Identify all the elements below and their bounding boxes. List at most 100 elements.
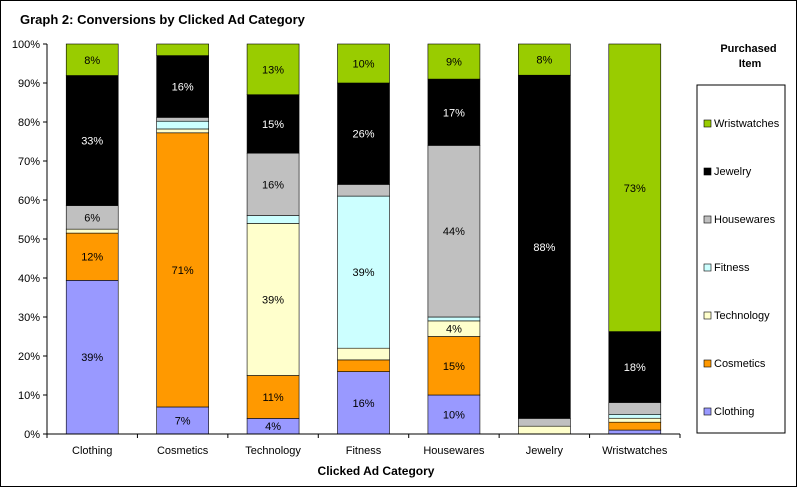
- bar-segment-jewelry: [246, 94, 300, 154]
- data-label: 16%: [262, 179, 284, 191]
- data-label: 9%: [446, 57, 462, 69]
- data-label: 6%: [84, 212, 100, 224]
- bar-segment-housewares: [246, 152, 300, 216]
- data-label: 39%: [81, 352, 103, 364]
- bar-segment-wristwatches: [246, 43, 300, 96]
- legend-label: Fitness: [714, 262, 750, 274]
- data-label: 39%: [352, 267, 374, 279]
- x-axis-label: Clicked Ad Category: [318, 464, 435, 478]
- bar-segment-housewares: [427, 145, 481, 318]
- legend-swatch-cosmetics: [703, 359, 712, 368]
- bar-segment-housewares: [156, 117, 209, 122]
- legend-swatch-clothing: [703, 407, 712, 416]
- data-label: 11%: [262, 392, 283, 404]
- data-label: 13%: [262, 64, 284, 76]
- y-tick-label: 90%: [18, 78, 40, 90]
- bar-segment-technology: [156, 128, 209, 134]
- bar-segment-wristwatches: [156, 43, 209, 56]
- data-label: 18%: [624, 362, 646, 374]
- bar-stack-fitness: 16% 39% 26% 10%: [337, 43, 390, 435]
- data-label: 33%: [81, 136, 103, 148]
- x-tick-label: Clothing: [72, 445, 112, 457]
- bar-segment-wristwatches: [337, 43, 390, 84]
- data-label: 71%: [172, 265, 194, 277]
- legend-title: Purchased Item: [720, 43, 779, 70]
- bar-segment-clothing: [608, 429, 662, 435]
- legend-label: Technology: [714, 310, 770, 322]
- data-label: 26%: [352, 129, 374, 141]
- y-tick-label: 0%: [24, 429, 40, 441]
- data-label: 15%: [262, 119, 284, 131]
- y-tick-label: 70%: [18, 156, 40, 168]
- legend-swatch-wristwatches: [703, 119, 712, 128]
- bar-segment-wristwatches: [65, 43, 119, 76]
- bar-segment-housewares: [608, 402, 662, 415]
- legend-swatch-jewelry: [703, 167, 712, 176]
- data-label: 10%: [352, 59, 374, 71]
- x-tick-label: Fitness: [346, 445, 382, 457]
- bar-segment-jewelry: [518, 74, 571, 419]
- legend-label: Clothing: [714, 406, 754, 418]
- bar-stack-housewares: 10% 15% 4% 44% 17% 9%: [427, 43, 481, 435]
- x-axis: Clothing Cosmetics Technology Fitness Housew…: [46, 433, 681, 457]
- legend-label: Jewelry: [714, 166, 752, 178]
- chart-title: Graph 2: Conversions by Clicked Ad Categ…: [20, 12, 306, 27]
- data-label: 73%: [624, 183, 646, 195]
- bar-segment-clothing: [337, 371, 390, 435]
- data-label: 15%: [443, 361, 465, 373]
- bar-segment-fitness: [427, 316, 481, 322]
- data-label: 17%: [443, 107, 465, 119]
- legend-swatch-fitness: [703, 263, 712, 272]
- bar-segment-cosmetics: [246, 375, 300, 419]
- data-label: 12%: [81, 252, 103, 264]
- bar-segment-wristwatches: [427, 43, 481, 80]
- data-label: 10%: [443, 410, 465, 422]
- legend-title-line2: Item: [739, 58, 762, 70]
- y-tick-label: 10%: [18, 390, 40, 402]
- bar-segment-technology: [608, 417, 662, 423]
- bar-stack-technology: 4% 11% 39% 16% 15% 13%: [246, 43, 300, 435]
- x-tick-label: Technology: [245, 445, 301, 457]
- data-label: 8%: [84, 55, 100, 67]
- x-tick-label: Cosmetics: [157, 445, 209, 457]
- y-axis: 0% 10% 20% 30% 40% 50% 60% 70% 80% 90% 100%: [12, 39, 48, 441]
- bar-stack-cosmetics: 7% 71% 16%: [156, 43, 209, 435]
- data-label: 88%: [533, 242, 555, 254]
- bar-segment-fitness: [337, 195, 390, 349]
- bar-segment-jewelry: [608, 331, 662, 403]
- bar-segment-housewares: [518, 418, 571, 427]
- y-tick-label: 40%: [18, 273, 40, 285]
- bar-segment-jewelry: [427, 78, 481, 146]
- legend-label: Wristwatches: [714, 118, 780, 130]
- data-label: 44%: [443, 226, 465, 238]
- bar-stack-jewelry: 88% 8%: [518, 43, 571, 435]
- bar-segment-cosmetics: [337, 359, 390, 372]
- bar-segment-technology: [518, 425, 571, 435]
- x-tick-label: Jewelry: [526, 445, 564, 457]
- legend-swatch-housewares: [703, 215, 712, 224]
- bar-stack-wristwatches: 18% 73%: [608, 43, 662, 435]
- bar-segment-jewelry: [156, 55, 209, 118]
- bar-segment-housewares: [337, 184, 390, 197]
- bar-segment-wristwatches: [608, 43, 662, 332]
- bar-stack-clothing: 39% 12% 6% 33% 8%: [65, 43, 119, 435]
- y-tick-label: 50%: [18, 234, 40, 246]
- data-label: 39%: [262, 294, 284, 306]
- legend-label: Housewares: [714, 214, 776, 226]
- bar-segment-cosmetics: [427, 336, 481, 396]
- data-label: 4%: [446, 324, 462, 336]
- bar-segment-cosmetics: [608, 421, 662, 431]
- y-tick-label: 20%: [18, 351, 40, 363]
- y-tick-label: 100%: [12, 39, 40, 51]
- bar-segment-jewelry: [337, 82, 390, 185]
- data-label: 8%: [536, 55, 552, 67]
- data-label: 7%: [175, 415, 191, 427]
- bar-segment-jewelry: [65, 75, 119, 206]
- x-tick-label: Wristwatches: [602, 445, 668, 457]
- bar-segment-technology: [65, 228, 119, 234]
- bar-segment-technology: [337, 347, 390, 361]
- legend-label: Cosmetics: [714, 358, 766, 370]
- bar-segment-fitness: [246, 215, 300, 224]
